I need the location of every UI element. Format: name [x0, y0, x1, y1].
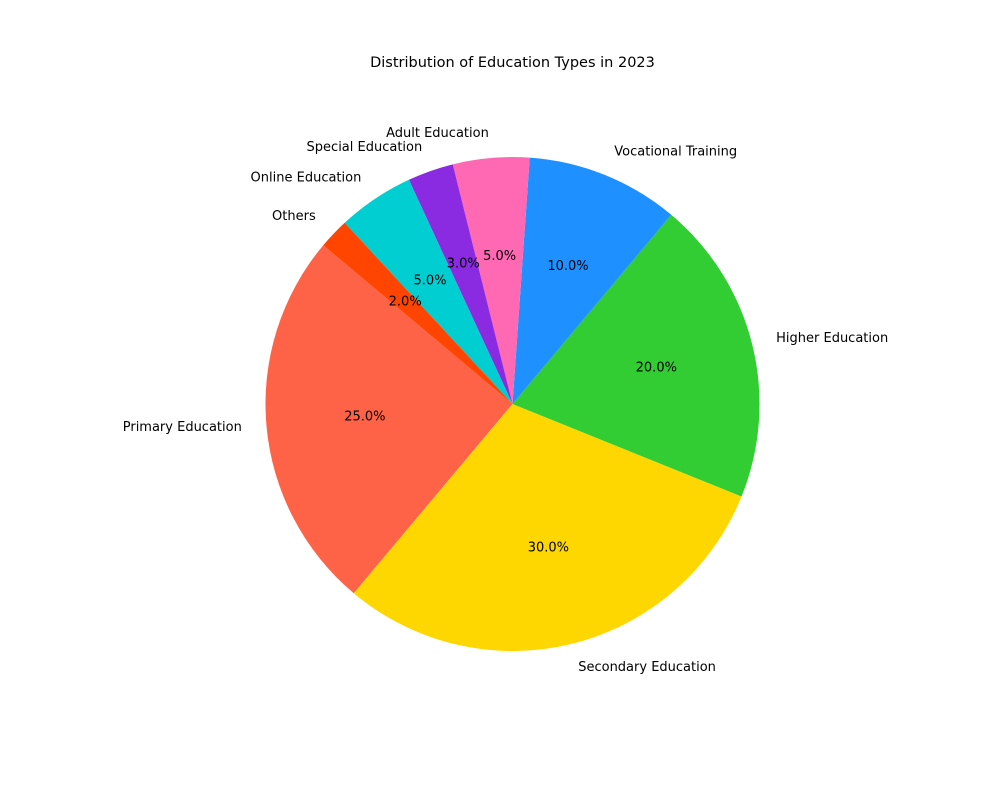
slice-percent-label: 10.0%: [547, 259, 588, 274]
pie-slice-others: [323, 222, 513, 404]
slice-percent-label: 30.0%: [528, 540, 569, 555]
slice-label: Secondary Education: [578, 660, 716, 675]
slice-percent-label: 25.0%: [344, 409, 385, 424]
slice-label: Online Education: [251, 171, 362, 186]
slice-label: Others: [272, 209, 316, 224]
slice-percent-label: 3.0%: [447, 257, 480, 272]
slice-percent-label: 5.0%: [414, 273, 447, 288]
pie-slice-primary-education: [265, 245, 513, 594]
pie-slices: [265, 156, 760, 651]
pie-slice-secondary-education: [353, 404, 742, 651]
slice-label: Special Education: [307, 140, 423, 155]
pie-slice-online-education: [344, 179, 513, 404]
slice-percent-label: 2.0%: [389, 294, 422, 309]
pie-slice-special-education: [408, 164, 513, 404]
pie-slice-adult-education: [452, 156, 530, 404]
slice-percent-label: 20.0%: [636, 361, 677, 376]
slice-label: Vocational Training: [614, 145, 737, 160]
slice-percent-label: 5.0%: [483, 249, 516, 264]
slice-label: Adult Education: [386, 126, 489, 141]
pie-slice-vocational-training: [512, 157, 672, 404]
slice-label: Higher Education: [776, 331, 888, 346]
pie-labels: Primary Education 25.0% Secondary Educatio…: [123, 126, 888, 675]
slice-label: Primary Education: [123, 420, 242, 435]
pie-slice-higher-education: [512, 214, 760, 497]
chart-title: Distribution of Education Types in 2023: [370, 55, 655, 71]
